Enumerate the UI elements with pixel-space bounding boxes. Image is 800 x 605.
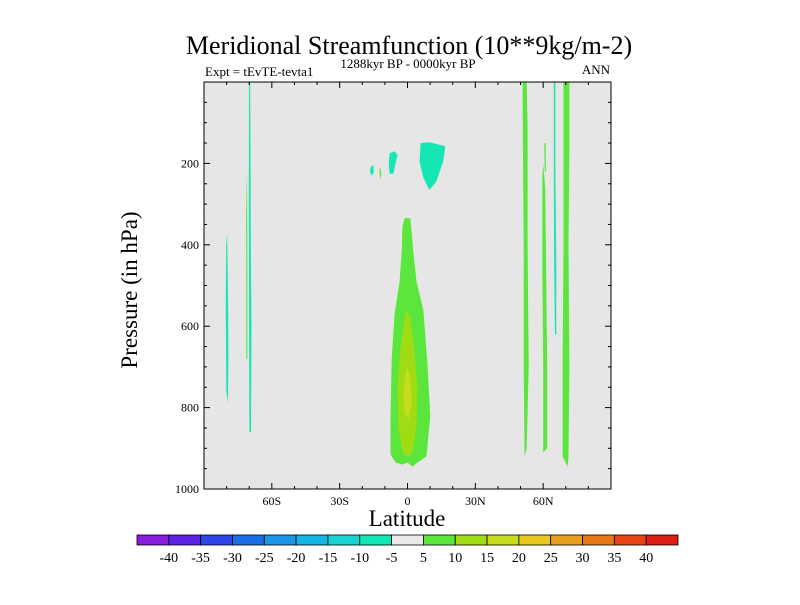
x-tick-label: 30N — [465, 494, 486, 508]
contour-region-3 — [248, 82, 252, 432]
colorbar: -40 -35 -30 -25 -20 -15 -10 -5 5 10 15 20 25 30 35 40 — [136, 534, 679, 566]
y-tick-label: 200 — [181, 156, 199, 170]
contour-region-15 — [562, 82, 570, 467]
colorbar-swatch — [645, 534, 679, 546]
y-axis-label: Pressure (in hPa) — [117, 211, 142, 368]
colorbar-swatch — [486, 534, 520, 546]
colorbar-swatch — [168, 534, 202, 546]
x-tick-label: 0 — [405, 494, 411, 508]
season-label: ANN — [582, 62, 611, 77]
colorbar-swatch — [200, 534, 233, 546]
x-tick-label: 30S — [330, 494, 349, 508]
x-tick-label: 60N — [533, 494, 554, 508]
colorbar-tick-label: -35 — [191, 551, 210, 566]
colorbar-swatch — [359, 534, 392, 546]
colorbar-swatch — [232, 534, 265, 546]
colorbar-swatch — [613, 534, 647, 546]
colorbar-swatch — [136, 534, 170, 546]
colorbar-swatch — [518, 534, 552, 546]
colorbar-tick-label: -30 — [223, 551, 242, 566]
colorbar-swatch — [295, 534, 329, 546]
axis-ticks: 60S 30S 0 30N 60N 200 400 600 800 1000 — [175, 82, 611, 508]
colorbar-tick-label: 25 — [544, 551, 558, 566]
plot-frame — [203, 81, 612, 490]
colorbar-tick-label: -40 — [159, 551, 178, 566]
colorbar-tick-label: 35 — [607, 551, 621, 566]
colorbar-swatch — [391, 534, 424, 546]
expt-label: Expt = tEvTE-tevta1 — [205, 64, 313, 79]
contour-region-5 — [370, 165, 374, 176]
contour-region-11 — [522, 82, 529, 457]
contour-region-12 — [542, 163, 548, 453]
colorbar-tick-label: -25 — [255, 551, 274, 566]
contour-region-7 — [419, 142, 446, 190]
contour-regions — [225, 82, 570, 467]
contour-region-13 — [544, 143, 546, 172]
chart-title: Meridional Streamfunction (10**9kg/m-2) — [186, 31, 632, 60]
y-tick-label: 400 — [181, 238, 199, 252]
contour-region-10 — [403, 366, 412, 420]
colorbar-swatch — [327, 534, 361, 546]
contour-region-4 — [379, 167, 382, 180]
colorbar-tick-label: 40 — [639, 551, 653, 566]
colorbar-tick-label: 10 — [448, 551, 462, 566]
time-range-label: 1288kyr BP - 0000kyr BP — [340, 56, 475, 71]
colorbar-tick-label: 15 — [480, 551, 494, 566]
colorbar-swatch — [582, 534, 615, 546]
colorbar-tick-label: 30 — [576, 551, 590, 566]
x-tick-label: 60S — [262, 494, 281, 508]
colorbar-tick-label: -20 — [287, 551, 306, 566]
colorbar-tick-label: 20 — [512, 551, 526, 566]
colorbar-tick-label: -10 — [350, 551, 369, 566]
y-tick-label: 600 — [181, 319, 199, 333]
colorbar-swatch — [263, 534, 297, 546]
contour-region-2 — [246, 171, 248, 359]
contour-region-1 — [225, 232, 229, 404]
y-tick-label: 800 — [181, 401, 199, 415]
colorbar-tick-label: 5 — [420, 551, 427, 566]
x-axis-label: Latitude — [369, 506, 446, 531]
colorbar-swatch — [454, 534, 488, 546]
y-tick-label: 1000 — [175, 482, 199, 496]
contour-region-6 — [388, 151, 398, 174]
colorbar-tick-label: -5 — [386, 551, 398, 566]
colorbar-swatch — [550, 534, 583, 546]
colorbar-swatch — [423, 534, 456, 546]
colorbar-tick-label: -15 — [319, 551, 338, 566]
contour-region-14 — [553, 82, 557, 335]
